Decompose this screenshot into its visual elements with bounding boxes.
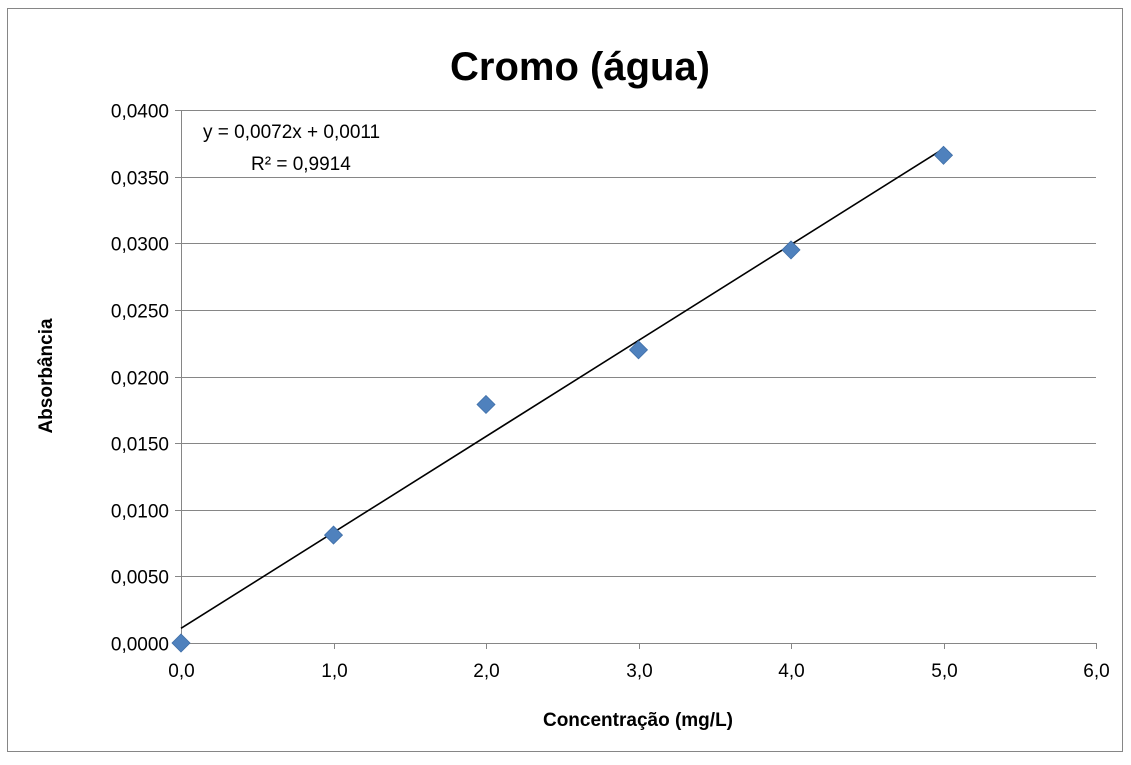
x-axis-title: Concentração (mg/L) — [543, 710, 733, 731]
y-tick-label: 0,0400 — [111, 102, 169, 123]
data-point-marker — [171, 633, 191, 653]
x-tick-label: 1,0 — [321, 661, 347, 682]
data-points — [171, 145, 954, 653]
gridlines — [181, 110, 1096, 577]
y-tick-label: 0,0100 — [111, 502, 169, 523]
trendline-layer — [180, 147, 944, 630]
data-point-marker — [933, 145, 954, 165]
x-tick-label: 5,0 — [931, 661, 957, 682]
tick-labels: 0,00000,00500,01000,01500,02000,02500,03… — [111, 102, 1110, 683]
data-point-marker — [476, 394, 496, 415]
data-point-marker — [323, 525, 344, 545]
y-tick-label: 0,0250 — [111, 302, 169, 323]
trendline-r-squared: R² = 0,9914 — [251, 154, 351, 175]
y-tick-label: 0,0350 — [111, 169, 169, 190]
chart-title: Cromo (água) — [450, 45, 710, 89]
data-point-marker — [781, 240, 801, 260]
y-tick-label: 0,0200 — [111, 369, 169, 390]
y-tick-label: 0,0050 — [111, 568, 169, 589]
y-axis-title: Absorbância — [36, 318, 57, 434]
x-tick-label: 0,0 — [168, 661, 194, 682]
y-tick-label: 0,0150 — [111, 435, 169, 456]
x-tick-label: 2,0 — [473, 661, 499, 682]
x-tick-label: 3,0 — [626, 661, 652, 682]
y-tick-label: 0,0300 — [111, 235, 169, 256]
chart-border — [7, 8, 1123, 752]
trendline-equation: y = 0,0072x + 0,0011 — [203, 122, 380, 143]
linear-trendline — [180, 147, 944, 630]
y-tick-label: 0,0000 — [111, 635, 169, 656]
data-point-marker — [628, 340, 649, 360]
x-tick-label: 4,0 — [778, 661, 804, 682]
x-tick-label: 6,0 — [1083, 661, 1109, 682]
